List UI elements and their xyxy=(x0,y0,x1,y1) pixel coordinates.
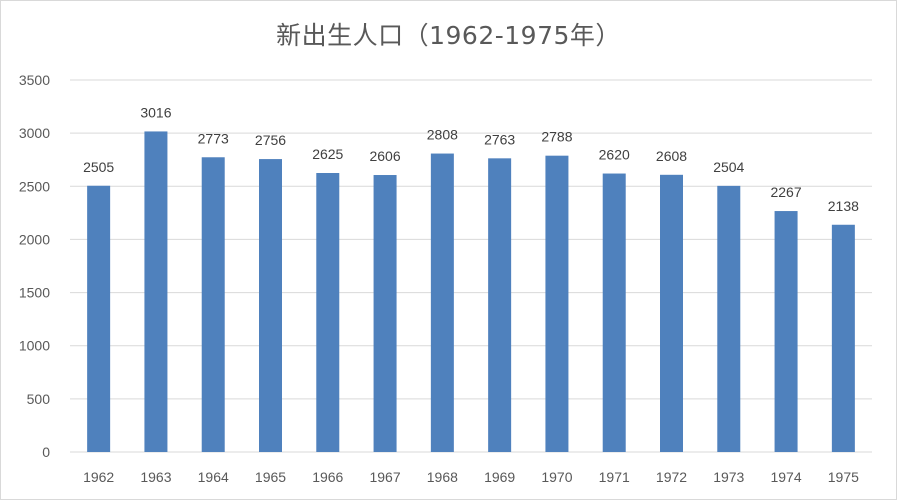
data-label: 2267 xyxy=(770,184,801,200)
gridlines xyxy=(70,79,872,453)
x-tick-label: 1965 xyxy=(255,469,286,485)
data-label: 2505 xyxy=(83,159,114,175)
y-tick-label: 0 xyxy=(42,444,50,460)
data-label: 3016 xyxy=(140,104,171,120)
data-labels: 2505 3016 2773 2756 2625 2606 2808 2763 2788 2620… xyxy=(83,104,859,213)
chart-title: 新出生人口（1962-1975年） xyxy=(276,21,621,50)
data-label: 2773 xyxy=(198,130,229,146)
x-tick-label: 1970 xyxy=(541,469,572,485)
x-tick-label: 1962 xyxy=(83,469,114,485)
data-label: 2763 xyxy=(484,131,515,147)
x-tick-label: 1967 xyxy=(369,469,400,485)
bar xyxy=(660,174,683,452)
bar xyxy=(87,185,111,453)
bar xyxy=(545,155,569,453)
bar xyxy=(774,211,798,452)
x-tick-label: 1969 xyxy=(484,469,515,485)
y-tick-label: 3500 xyxy=(19,72,50,88)
x-tick-label: 1972 xyxy=(656,469,687,485)
y-tick-label: 1500 xyxy=(19,285,50,301)
x-tick-label: 1971 xyxy=(599,469,630,485)
y-tick-label: 3000 xyxy=(19,125,50,141)
x-tick-label: 1966 xyxy=(312,469,343,485)
bar xyxy=(144,131,168,452)
bar xyxy=(602,173,626,452)
x-tick-label: 1964 xyxy=(198,469,229,485)
data-label: 2138 xyxy=(828,198,859,214)
x-tick-label: 1975 xyxy=(828,469,859,485)
data-label: 2504 xyxy=(713,159,744,175)
data-label: 2756 xyxy=(255,132,286,148)
y-tick-label: 1000 xyxy=(19,338,50,354)
bar xyxy=(373,175,397,453)
data-label: 2606 xyxy=(369,148,400,164)
x-tick-label: 1974 xyxy=(770,469,801,485)
data-label: 2625 xyxy=(312,146,343,162)
y-tick-label: 2000 xyxy=(19,231,50,247)
bar xyxy=(831,224,855,452)
y-tick-label: 500 xyxy=(27,391,51,407)
data-label: 2788 xyxy=(541,129,572,145)
y-tick-label: 2500 xyxy=(19,178,50,194)
bar xyxy=(316,173,340,452)
bar xyxy=(430,153,454,452)
data-label: 2808 xyxy=(427,127,458,143)
bars xyxy=(87,131,855,453)
bar xyxy=(717,185,741,452)
x-axis-ticks: 1962 1963 1964 1965 1966 1967 1968 1969 1970 1971… xyxy=(83,469,859,485)
x-tick-label: 1963 xyxy=(140,469,171,485)
data-label: 2620 xyxy=(599,147,630,163)
x-tick-label: 1968 xyxy=(427,469,458,485)
data-label: 2608 xyxy=(656,148,687,164)
bar xyxy=(488,158,512,452)
x-tick-label: 1973 xyxy=(713,469,744,485)
y-axis-ticks: 0 500 1000 1500 2000 2500 3000 3500 xyxy=(19,72,50,460)
bar xyxy=(259,159,282,452)
bar xyxy=(201,157,225,452)
